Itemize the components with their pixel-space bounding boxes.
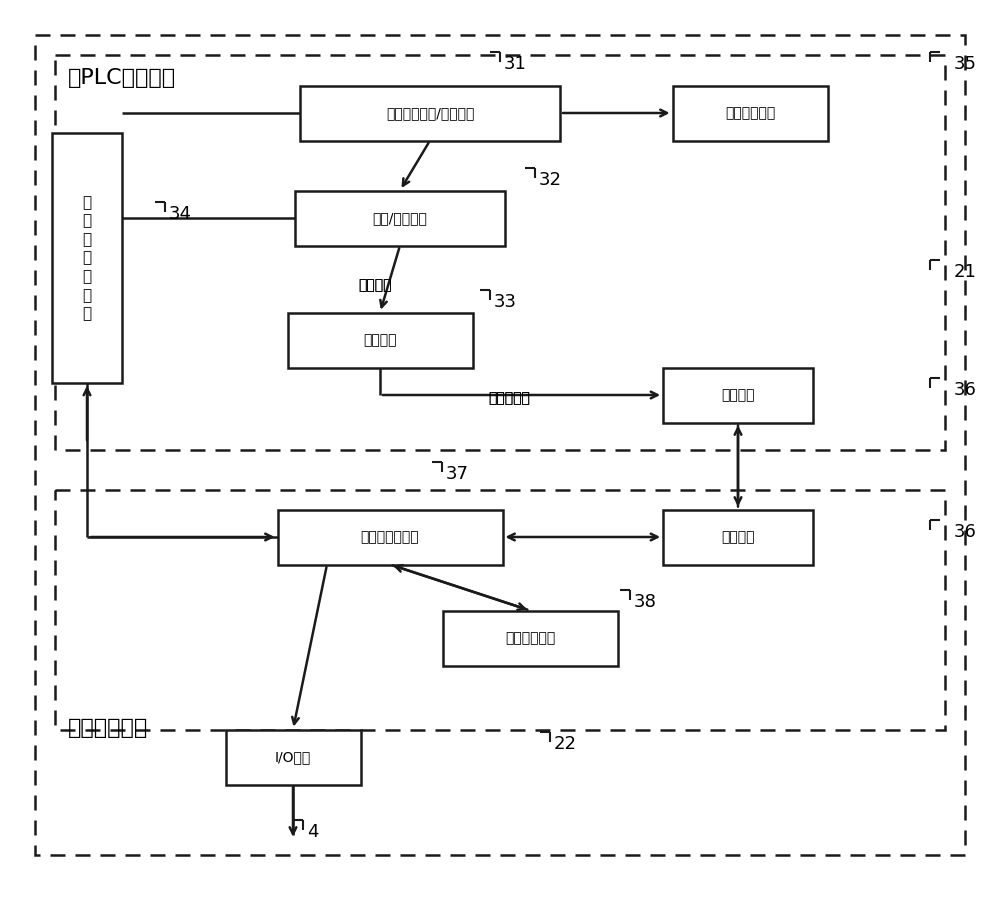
Text: 仿真模块: 仿真模块	[363, 333, 397, 347]
Bar	[278, 510, 503, 565]
Bar	[288, 313, 473, 368]
Bar	[55, 490, 945, 730]
Bar	[672, 85, 828, 140]
Text: 38: 38	[634, 593, 657, 611]
Bar	[55, 55, 945, 450]
Text: 可执行代码: 可执行代码	[488, 391, 530, 405]
Bar	[226, 729, 360, 785]
Text: 33: 33	[494, 293, 517, 311]
Text: 运行虚拟机模块: 运行虚拟机模块	[361, 530, 419, 544]
Text: 通信模块: 通信模块	[721, 388, 755, 402]
Text: 目标代码: 目标代码	[358, 278, 392, 292]
Text: 设备驱动模块: 设备驱动模块	[505, 631, 555, 645]
Text: 通信模块: 通信模块	[721, 530, 755, 544]
Text: 编译/连接模块: 编译/连接模块	[373, 211, 427, 225]
Text: 控制策略编辑/调试模块: 控制策略编辑/调试模块	[386, 106, 474, 120]
Bar	[52, 133, 122, 383]
Bar	[295, 191, 505, 245]
Text: 工程管理模块: 工程管理模块	[725, 106, 775, 120]
Text: 4: 4	[307, 823, 318, 841]
Bar	[663, 368, 813, 423]
Bar	[663, 510, 813, 565]
Text: 实时运行内核: 实时运行内核	[68, 718, 148, 738]
Text: 32: 32	[539, 171, 562, 189]
Text: 21: 21	[954, 263, 977, 281]
Text: 36: 36	[954, 523, 977, 541]
Text: 22: 22	[554, 735, 577, 753]
Text: 实
时
数
据
库
模
块: 实 时 数 据 库 模 块	[82, 195, 92, 321]
Bar	[300, 85, 560, 140]
Text: 软PLC开发系统: 软PLC开发系统	[68, 68, 176, 88]
Text: 35: 35	[954, 55, 977, 73]
Text: 可执行代码: 可执行代码	[488, 391, 530, 405]
Text: 37: 37	[446, 465, 469, 483]
Bar	[442, 610, 618, 665]
Text: 31: 31	[504, 55, 527, 73]
Text: 目标代码: 目标代码	[358, 278, 392, 292]
Text: 34: 34	[169, 205, 192, 223]
Text: 36: 36	[954, 381, 977, 399]
Text: I/O模块: I/O模块	[275, 750, 311, 764]
